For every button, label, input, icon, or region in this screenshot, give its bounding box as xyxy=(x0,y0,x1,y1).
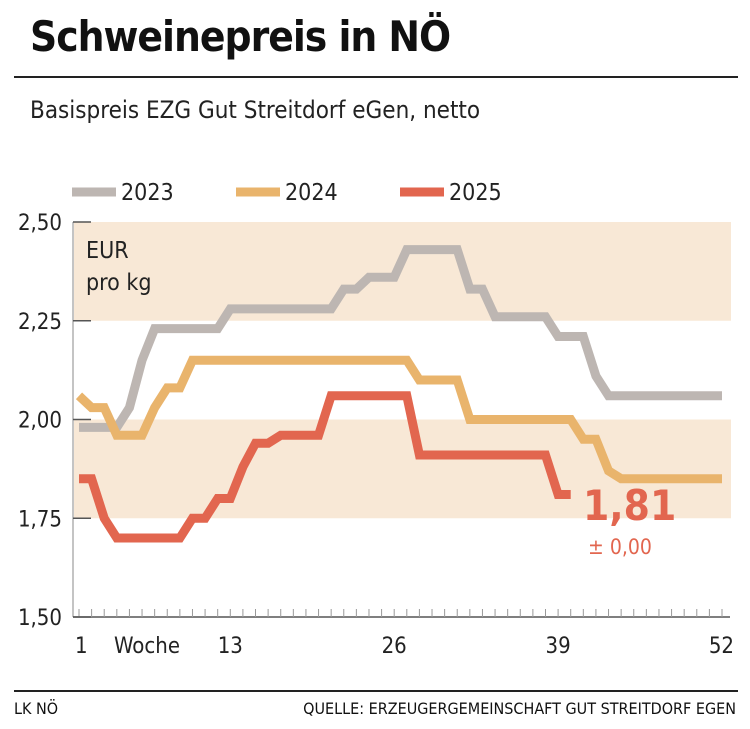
y-tick-label: 2,25 xyxy=(18,310,62,335)
x-tick-label: 13 xyxy=(218,634,243,659)
legend-label-2023: 2023 xyxy=(121,180,174,206)
series-line-2023 xyxy=(79,245,722,432)
series-line-2025 xyxy=(79,391,571,543)
legend: 2023 2024 2025 xyxy=(72,180,502,206)
legend-label-2024: 2024 xyxy=(285,180,338,206)
footer-source: QUELLE: ERZEUGERGEMEINSCHAFT GUT STREITD… xyxy=(303,699,736,718)
y-axis-unit-label-2: pro kg xyxy=(86,270,152,296)
y-tick-label: 2,00 xyxy=(18,409,62,434)
band-1.75-2.00 xyxy=(74,419,731,519)
x-tick-label: 26 xyxy=(382,634,407,659)
page-title: Schweinepreis in NÖ xyxy=(30,12,451,61)
axes: 2,50 2,25 2,00 1,75 1,50 1 13 26 39 52 xyxy=(18,211,734,659)
x-tick-label: 39 xyxy=(546,634,571,659)
current-price-label: 1,81 xyxy=(583,481,676,530)
price-change-label: ± 0,00 xyxy=(588,535,652,559)
y-tick-label: 1,50 xyxy=(18,606,62,631)
series-lines xyxy=(75,245,722,543)
series-line-2024 xyxy=(75,355,722,484)
y-axis-unit-label-1: EUR xyxy=(86,238,129,264)
x-tick-label: 1 xyxy=(75,634,88,659)
title-divider xyxy=(14,76,738,78)
band-2.25-2.50 xyxy=(74,222,731,321)
footer-credit: LK NÖ xyxy=(14,699,59,718)
subtitle: Basispreis EZG Gut Streitdorf eGen, nett… xyxy=(30,96,481,124)
x-tick-label: 52 xyxy=(709,634,734,659)
footer-divider xyxy=(14,690,738,692)
x-axis-label: Woche xyxy=(114,634,180,659)
y-tick-label: 1,75 xyxy=(18,507,62,532)
y-tick-label: 2,50 xyxy=(18,211,62,236)
background-bands xyxy=(74,222,731,519)
legend-label-2025: 2025 xyxy=(449,180,502,206)
